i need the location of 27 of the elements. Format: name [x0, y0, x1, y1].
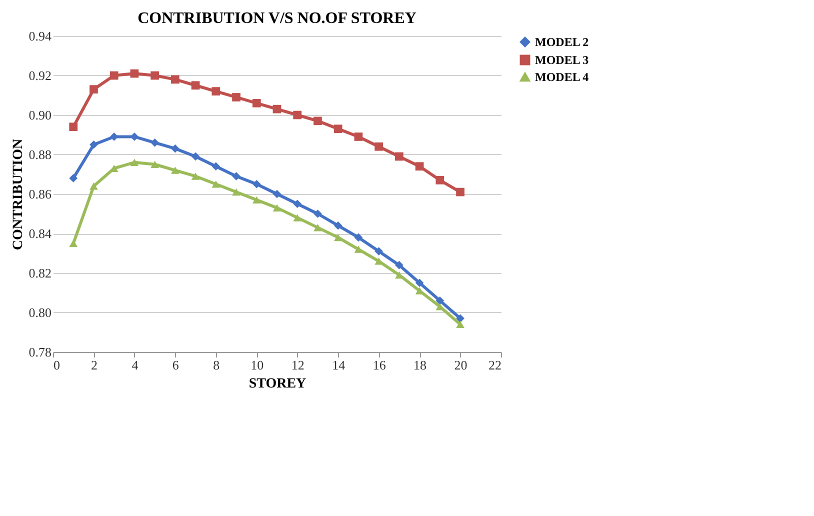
x-tick-label: 20	[454, 358, 468, 372]
chart-title: CONTRIBUTION V/S NO.OF STOREY	[138, 10, 417, 27]
y-tick-label: 0.90	[28, 108, 52, 122]
y-tick-label: 0.80	[28, 305, 52, 320]
x-tick-label: 10	[250, 358, 264, 372]
x-tick-label: 18	[414, 358, 427, 372]
x-tick-label: 14	[332, 358, 346, 372]
x-tick-label: 6	[172, 358, 180, 372]
y-tick-label: 0.86	[28, 186, 52, 202]
legend-label: MODEL 4	[535, 70, 589, 84]
x-tick-label: 16	[372, 358, 386, 372]
x-tick-label: 0	[54, 358, 60, 372]
x-tick-label: 8	[213, 358, 220, 372]
x-axis-title: STOREY	[248, 376, 306, 392]
y-tick-label: 0.92	[28, 68, 52, 83]
x-tick-label: 12	[291, 358, 304, 372]
legend-label: MODEL 3	[535, 53, 589, 67]
y-tick-label: 0.82	[28, 266, 52, 280]
x-tick-label: 4	[132, 358, 139, 372]
x-tick-label: 22	[488, 358, 502, 372]
y-axis-title: CONTRIBUTION	[10, 138, 26, 250]
y-tick-label: 0.78	[28, 344, 52, 360]
y-tick-label: 0.88	[28, 147, 52, 162]
x-tick-label: 2	[90, 358, 98, 372]
y-tick-label: 0.84	[28, 226, 52, 241]
legend-label: MODEL 2	[535, 35, 589, 49]
y-tick-label: 0.94	[28, 28, 52, 44]
